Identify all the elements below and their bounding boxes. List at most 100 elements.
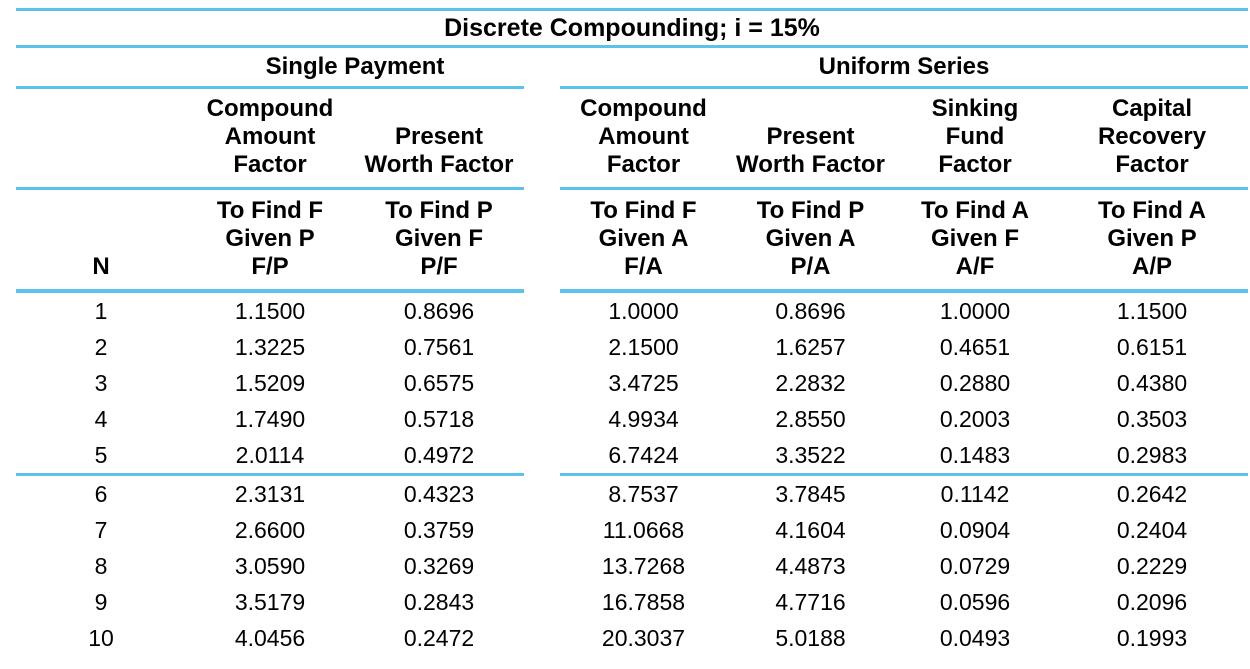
- cell-fp: 1.3225: [234, 334, 306, 360]
- data-row: 8 3.0590 0.3269 13.7268 4.4873 0.0729 0.…: [16, 548, 1248, 584]
- cell-pf: 0.4323: [403, 481, 475, 507]
- cell-ap: 0.2404: [1116, 517, 1188, 543]
- cell-fa: 8.7537: [608, 481, 679, 507]
- cell-n: 8: [94, 553, 108, 579]
- cell-fa: 16.7858: [601, 589, 686, 615]
- cell-ap: 0.4380: [1116, 370, 1188, 396]
- cell-pf: 0.2843: [403, 589, 475, 615]
- cell-pf: 0.7561: [403, 334, 475, 360]
- header-find-af: To Find A Given F A/F: [894, 188, 1056, 293]
- cell-fp: 1.5209: [234, 370, 306, 396]
- cell-fa: 13.7268: [601, 553, 686, 579]
- cell-af: 0.0596: [939, 589, 1011, 615]
- cell-af: 0.0729: [939, 553, 1011, 579]
- cell-fp: 3.0590: [234, 553, 306, 579]
- data-row: 5 2.0114 0.4972 6.7424 3.3522 0.1483 0.2…: [16, 437, 1249, 476]
- group-single-payment: Single Payment: [186, 46, 524, 89]
- cell-n: 4: [94, 406, 108, 432]
- cell-fp: 2.3131: [234, 481, 306, 507]
- column-gap: [524, 475, 560, 513]
- cell-pf: 0.4972: [354, 437, 524, 476]
- data-row: 7 2.6600 0.3759 11.0668 4.1604 0.0904 0.…: [16, 512, 1248, 548]
- cell-n: 10: [88, 625, 114, 651]
- factor-spacer-n: [16, 87, 186, 190]
- header-find-fa: To Find F Given A F/A: [560, 188, 727, 293]
- cell-pf: 0.3759: [403, 517, 475, 543]
- cell-ap: 0.2983: [1056, 437, 1249, 476]
- cell-fp: 1.7490: [234, 406, 306, 432]
- cell-fp: 4.0456: [234, 625, 306, 651]
- header-compound-amount-factor-fp: Compound Amount Factor: [186, 87, 354, 190]
- group-spacer-n: [16, 46, 186, 89]
- cell-pf: 0.5718: [403, 406, 475, 432]
- header-find-pf: To Find P Given F P/F: [354, 188, 524, 293]
- cell-ap: 0.2096: [1116, 589, 1188, 615]
- data-row: 1 1.1500 0.8696 1.0000 0.8696 1.0000 1.1…: [16, 291, 1248, 329]
- cell-fp: 3.5179: [234, 589, 306, 615]
- column-gap: [524, 548, 560, 584]
- column-gap: [524, 512, 560, 548]
- cell-pa: 2.2832: [775, 370, 846, 396]
- cell-pa: 1.6257: [775, 334, 846, 360]
- column-gap: [524, 88, 560, 189]
- cell-fp: 2.6600: [234, 517, 306, 543]
- cell-n: 2: [94, 334, 108, 360]
- header-present-worth-factor-pf: Present Worth Factor: [354, 87, 524, 190]
- column-gap: [524, 620, 560, 656]
- data-row: 4 1.7490 0.5718 4.9934 2.8550 0.2003 0.3…: [16, 401, 1248, 437]
- column-gap: [524, 189, 560, 292]
- column-gap: [524, 584, 560, 620]
- group-header-row: Single Payment Uniform Series: [16, 46, 1249, 89]
- cell-af: 0.4651: [939, 334, 1011, 360]
- header-present-worth-factor-pa: Present Worth Factor: [727, 87, 894, 190]
- header-sinking-fund-factor: Sinking Fund Factor: [894, 87, 1056, 190]
- cell-fa: 20.3037: [601, 625, 686, 651]
- cell-fa: 4.9934: [608, 406, 679, 432]
- header-compound-amount-factor-fa: Compound Amount Factor: [560, 87, 727, 190]
- cell-pa: 4.7716: [775, 589, 846, 615]
- find-header-row: N To Find F Given P F/P To Find P Given …: [16, 188, 1249, 293]
- factor-header-row: Compound Amount Factor Present Worth Fac…: [16, 87, 1249, 190]
- cell-af: 0.2880: [939, 370, 1011, 396]
- cell-af: 1.0000: [939, 298, 1011, 324]
- cell-n: 6: [94, 481, 108, 507]
- cell-n: 5: [16, 437, 186, 476]
- header-find-fp: To Find F Given P F/P: [186, 188, 354, 293]
- column-gap: [524, 401, 560, 437]
- column-gap: [524, 437, 560, 475]
- cell-fa: 1.0000: [608, 298, 679, 324]
- cell-pf: 0.8696: [403, 298, 475, 324]
- cell-ap: 0.3503: [1116, 406, 1188, 432]
- header-find-pa: To Find P Given A P/A: [727, 188, 894, 293]
- cell-pa: 2.8550: [775, 406, 846, 432]
- cell-ap: 1.1500: [1116, 298, 1188, 324]
- cell-af: 0.1142: [940, 481, 1010, 507]
- column-gap: [524, 365, 560, 401]
- cell-pa: 0.8696: [775, 298, 846, 324]
- cell-pf: 0.6575: [403, 370, 475, 396]
- data-row: 9 3.5179 0.2843 16.7858 4.7716 0.0596 0.…: [16, 584, 1248, 620]
- cell-pf: 0.3269: [403, 553, 475, 579]
- column-gap: [524, 47, 560, 88]
- cell-pa: 4.4873: [775, 553, 846, 579]
- cell-ap: 0.2642: [1116, 481, 1188, 507]
- header-find-ap: To Find A Given P A/P: [1056, 188, 1249, 293]
- cell-n: 9: [94, 589, 108, 615]
- cell-pa: 5.0188: [775, 625, 846, 651]
- cell-fa: 11.0668: [602, 517, 685, 543]
- cell-af: 0.0904: [939, 517, 1011, 543]
- cell-ap: 0.1993: [1116, 625, 1188, 651]
- data-row: 2 1.3225 0.7561 2.1500 1.6257 0.4651 0.6…: [16, 329, 1248, 365]
- cell-fa: 2.1500: [608, 334, 679, 360]
- cell-af: 0.2003: [939, 406, 1011, 432]
- group-uniform-series: Uniform Series: [560, 46, 1249, 89]
- cell-n: 3: [94, 370, 108, 396]
- cell-af: 0.0493: [939, 625, 1011, 651]
- column-gap: [524, 329, 560, 365]
- column-gap: [524, 291, 560, 329]
- cell-pa: 3.7845: [775, 481, 846, 507]
- header-capital-recovery-factor: Capital Recovery Factor: [1056, 87, 1249, 190]
- cell-fa: 6.7424: [560, 437, 727, 476]
- header-n: N: [16, 188, 186, 293]
- cell-pf: 0.2472: [403, 625, 475, 651]
